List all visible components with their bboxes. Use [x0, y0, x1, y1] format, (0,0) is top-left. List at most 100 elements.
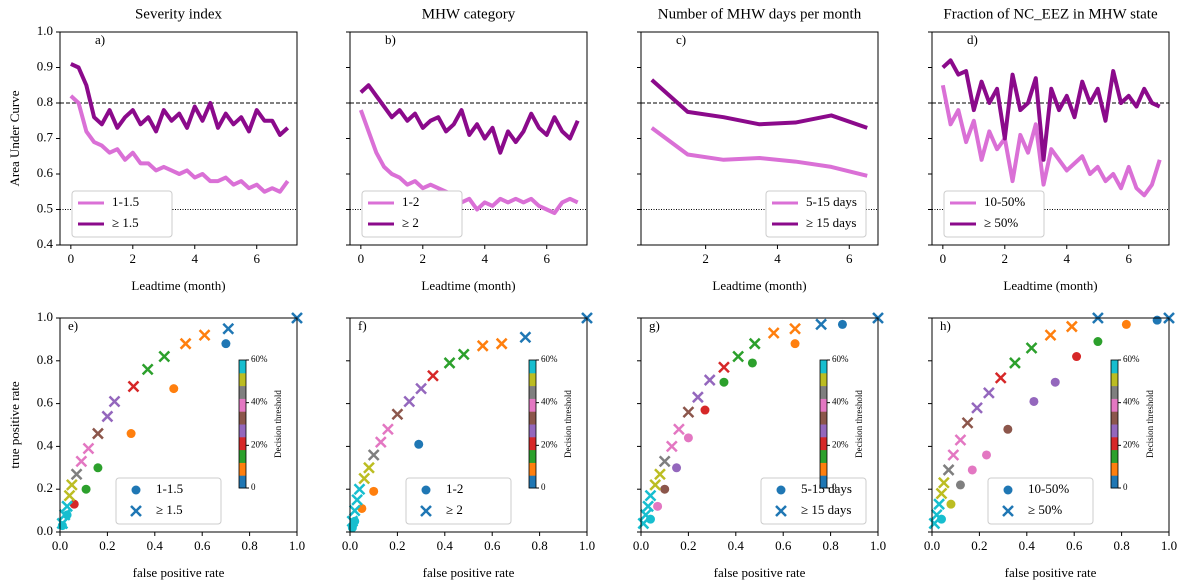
point	[937, 476, 950, 489]
x-tick-label: 0.2	[971, 538, 987, 553]
point	[415, 382, 427, 395]
axes-frame	[640, 317, 879, 533]
axes-frame	[640, 31, 879, 246]
legend-label: 1-1.5	[112, 194, 139, 209]
x-tick-label: 0.8	[241, 538, 257, 553]
legend-label: ≥ 50%	[984, 215, 1018, 230]
axes-frame	[931, 317, 1170, 533]
legend-label: ≥ 2	[402, 215, 419, 230]
point	[942, 464, 955, 476]
colorbar-frame	[1110, 359, 1119, 489]
x-tick-label: 0.4	[1019, 538, 1036, 553]
point	[126, 429, 136, 439]
point	[75, 455, 88, 468]
colorbar-band	[1111, 411, 1118, 425]
point	[443, 357, 456, 369]
legend-label: ≥ 15 days	[801, 502, 851, 517]
x-axis-label: false positive rate	[714, 565, 806, 580]
point	[1072, 352, 1082, 362]
legend-label: 10-50%	[1028, 481, 1069, 496]
point	[691, 391, 704, 404]
colorbar-band	[1111, 424, 1118, 438]
colorbar-tick-label: 20%	[541, 439, 558, 449]
point	[654, 468, 666, 481]
point	[665, 440, 678, 453]
point	[933, 498, 945, 511]
point	[1065, 320, 1078, 333]
legend-box	[760, 477, 867, 525]
point	[476, 339, 489, 352]
point	[141, 363, 154, 376]
colorbar-band	[1111, 360, 1118, 374]
colorbar-band	[529, 411, 536, 425]
x-tick-label: 6	[846, 251, 853, 266]
legend-label: ≥ 15 days	[806, 215, 856, 230]
data-line	[359, 83, 580, 155]
point	[658, 455, 671, 468]
colorbar-label: Decision threshold	[563, 390, 573, 458]
x-axis-label: false positive rate	[1005, 565, 1097, 580]
colorbar-band	[820, 449, 827, 463]
x-tick-label: 0.6	[775, 538, 792, 553]
point	[1003, 424, 1013, 434]
axes-frame	[59, 317, 298, 533]
data-line	[69, 94, 290, 194]
axes-frame	[59, 31, 298, 246]
colorbar-band	[529, 436, 536, 451]
colorbar-tick-label: 20%	[832, 439, 849, 449]
point	[414, 439, 424, 449]
point	[971, 401, 983, 414]
colorbar-band	[820, 360, 827, 374]
point	[363, 461, 375, 474]
point	[946, 499, 956, 509]
x-tick-label: 2	[1002, 251, 1009, 266]
legend-label: ≥ 2	[446, 502, 463, 517]
x-tick-label: 4	[192, 251, 199, 266]
data-line	[650, 78, 868, 130]
colorbar-tick-label: 0	[541, 482, 546, 492]
point	[955, 480, 965, 490]
data-line	[650, 126, 868, 178]
point	[62, 510, 72, 520]
point	[179, 337, 192, 350]
plot-area	[69, 62, 290, 194]
colorbar-band	[820, 372, 827, 387]
legend-label: 10-50%	[984, 194, 1025, 209]
point	[644, 489, 657, 502]
x-tick-label: 0	[940, 251, 947, 266]
colorbar-band	[529, 360, 536, 374]
legend-label: 5-15 days	[806, 194, 857, 209]
colorbar-label: Decision threshold	[1145, 390, 1155, 458]
y-tick-label: 0.4	[37, 437, 54, 452]
point	[92, 427, 104, 440]
point	[374, 436, 387, 449]
x-tick-label: 0	[358, 251, 365, 266]
point	[653, 501, 663, 511]
axes-frame	[931, 31, 1170, 246]
point	[935, 487, 948, 500]
colorbar-tick-label: 20%	[251, 439, 268, 449]
point	[351, 494, 363, 506]
point	[1152, 315, 1162, 325]
colorbar-band	[529, 385, 536, 399]
colorbar-band	[239, 436, 246, 451]
point	[682, 406, 695, 419]
point	[70, 468, 83, 481]
plot-area	[940, 58, 1162, 198]
point	[198, 329, 211, 342]
point	[637, 517, 650, 530]
point	[719, 377, 729, 387]
x-tick-label: 1.0	[1161, 538, 1177, 553]
panel-label: c)	[676, 32, 686, 47]
point	[348, 504, 361, 517]
colorbar-frame	[819, 359, 828, 489]
panel-title: Number of MHW days per month	[658, 6, 862, 22]
y-tick-label: 0.0	[37, 523, 53, 538]
x-tick-label: 0	[68, 251, 75, 266]
colorbar-band	[1111, 436, 1118, 451]
point	[56, 517, 69, 530]
x-tick-label: 6	[1125, 251, 1132, 266]
colorbar-frame	[238, 359, 247, 489]
point	[127, 380, 140, 393]
point	[81, 484, 91, 494]
